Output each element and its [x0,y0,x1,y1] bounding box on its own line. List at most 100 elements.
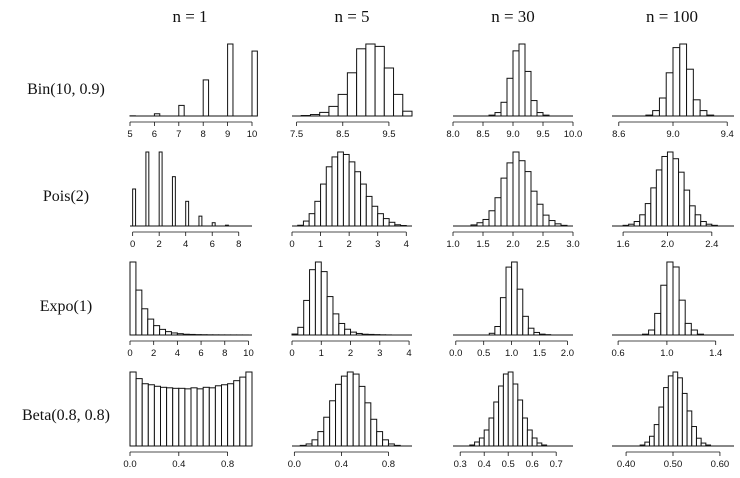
histogram-bar [488,114,496,117]
x-tick-label: 0 [127,348,132,359]
x-tick-label: 0.0 [449,348,462,359]
histogram-bar [239,376,247,447]
histogram-bar [705,223,713,227]
histogram-bar [663,387,669,447]
histogram-bar [340,375,348,447]
histogram-bar [376,431,384,447]
x-tick-label: 4 [406,348,411,359]
histogram-bar [176,333,184,336]
x-tick-label: 9.4 [721,129,734,140]
histogram-bar [541,444,548,447]
x-tick-label: 2 [157,239,162,250]
histogram-bar [329,400,337,447]
x-tick-label: 0.0 [123,459,136,470]
histogram-bar [469,444,476,447]
x-tick-label: 6 [210,239,215,250]
histogram-bar [536,203,544,227]
histogram-bar [135,378,143,447]
histogram-bar [500,177,508,227]
histogram-bar [356,48,367,117]
column-headers: n = 1 n = 5 n = 30 n = 100 [172,7,698,26]
x-tick-label: 0.4 [478,459,491,470]
histogram-bar [158,151,163,227]
histogram-bar [686,68,694,117]
x-tick-label: 6 [152,129,157,140]
histogram-bar [297,224,304,227]
histogram-bar [382,218,390,227]
histogram-bar [172,387,180,447]
histogram-bar [170,332,178,336]
histogram-bar [633,221,641,227]
histogram-bar [319,111,330,117]
x-tick-label: 0.0 [288,459,301,470]
histogram-bar [660,284,668,336]
histogram-bar [291,333,299,336]
x-tick-label: 0.8 [382,459,395,470]
x-tick-label: 2 [346,239,351,250]
histogram-bar [365,195,373,227]
histogram-bar [337,93,348,117]
histogram-bar [665,72,674,117]
histogram-bar [190,387,198,447]
histogram-bar [178,387,186,447]
histogram-panel-r2-c1: 0 1 2 3 4 [289,261,412,359]
x-tick-label: 0.7 [550,459,563,470]
histogram-bar [387,443,395,447]
row-label-pois: Pois(2) [43,188,89,205]
histogram-bar [171,176,176,227]
histogram-bar [686,410,693,447]
histogram-bar [536,112,544,117]
histogram-bar [188,333,196,336]
histogram-bar [661,155,668,227]
histogram-bar [382,439,389,447]
histogram-bar [224,224,229,227]
histogram-bar [377,213,384,227]
histogram-bar [498,385,504,447]
histogram-bar [666,261,674,336]
histogram-bar [699,110,708,117]
histogram-bar [388,221,396,227]
histogram-bar [245,371,253,447]
histogram-bar [706,114,715,117]
histogram-bar [542,114,550,117]
row-label-beta: Beta(0.8, 0.8) [22,407,110,424]
histogram-bar [516,288,524,336]
histogram-bar [652,110,660,117]
histogram-bar [129,261,137,336]
histogram-panel-r3-c3: 0.40 0.50 0.60 [612,371,734,470]
histogram-bar [470,224,478,227]
histogram-bar [360,183,367,227]
histogram-bar [348,161,356,227]
histogram-panel-r0-c2: 8.0 8.5 9.0 9.5 10.0 [446,43,582,140]
x-tick-label: 8.5 [336,129,349,140]
histogram-bar [227,43,234,117]
histogram-panel-r0-c3: 8.6 9.0 9.4 [612,43,734,140]
histogram-bar [251,50,258,117]
x-tick-label: 0.60 [711,459,730,470]
x-tick-label: 0 [289,348,294,359]
histogram-panel-r2-c3: 0.6 1.0 1.4 [611,261,734,359]
histogram-panel-r1-c2: 1.0 1.5 2.0 2.5 3.0 [446,151,580,250]
histogram-bar [370,418,378,447]
histogram-panel-r3-c2: 0.3 0.4 0.5 0.6 0.7 [453,371,573,470]
histogram-bar [365,43,376,117]
histogram-bar [526,429,533,447]
histogram-bar [166,387,174,447]
histogram-bar [539,333,546,336]
x-tick-label: 0.40 [617,459,636,470]
histogram-bar [350,331,357,336]
x-tick-label: 8.5 [476,129,489,140]
histogram-bar [692,99,701,117]
histogram-bar [530,100,538,117]
histogram-bar [129,371,137,447]
column-header-n30: n = 30 [491,7,535,26]
histogram-bar [317,431,325,447]
histogram-bar [153,113,161,117]
histogram-bar [153,385,161,447]
histogram-bar [346,72,358,117]
histogram-bar [325,166,333,227]
histogram-bar [202,386,210,447]
x-tick-label: 0 [130,239,135,250]
histogram-bar [511,261,518,336]
x-tick-label: 9.0 [506,129,519,140]
